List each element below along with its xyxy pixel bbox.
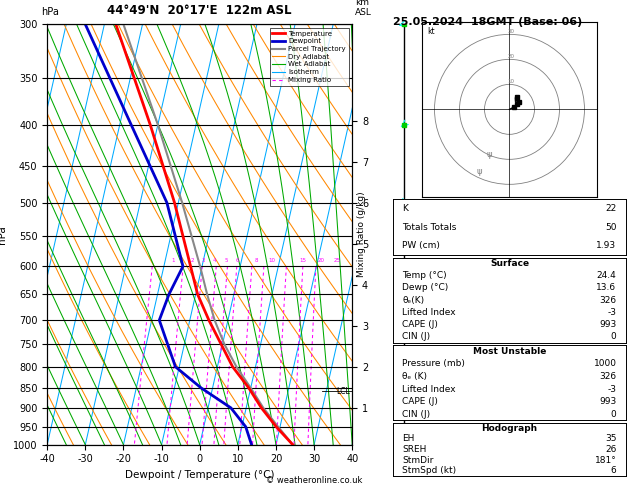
Text: 6: 6: [236, 258, 240, 263]
Text: Hodograph: Hodograph: [481, 424, 538, 433]
Text: 4: 4: [213, 258, 216, 263]
Text: © weatheronline.co.uk: © weatheronline.co.uk: [266, 475, 363, 485]
Text: 326: 326: [599, 372, 616, 381]
Text: 5: 5: [225, 258, 228, 263]
Text: 0: 0: [611, 332, 616, 341]
Legend: Temperature, Dewpoint, Parcel Trajectory, Dry Adiabat, Wet Adiabat, Isotherm, Mi: Temperature, Dewpoint, Parcel Trajectory…: [270, 28, 348, 86]
Text: Mixing Ratio (g/kg): Mixing Ratio (g/kg): [357, 191, 366, 278]
Text: CAPE (J): CAPE (J): [403, 320, 438, 329]
Text: θₑ (K): θₑ (K): [403, 372, 428, 381]
Text: 20: 20: [507, 54, 515, 59]
Text: 44°49'N  20°17'E  122m ASL: 44°49'N 20°17'E 122m ASL: [108, 4, 292, 17]
Text: 35: 35: [605, 434, 616, 443]
Text: CIN (J): CIN (J): [403, 410, 431, 418]
Text: 993: 993: [599, 320, 616, 329]
Text: kt: kt: [427, 27, 435, 36]
Text: Lifted Index: Lifted Index: [403, 384, 456, 394]
Text: LCL: LCL: [337, 387, 350, 396]
Text: 24.4: 24.4: [597, 271, 616, 280]
Text: 8: 8: [255, 258, 259, 263]
Text: StmDir: StmDir: [403, 456, 434, 465]
Text: 1.93: 1.93: [596, 242, 616, 250]
Text: 10: 10: [507, 79, 515, 84]
Text: 2: 2: [190, 258, 194, 263]
Text: 13.6: 13.6: [596, 283, 616, 293]
Text: Most Unstable: Most Unstable: [473, 347, 546, 356]
Text: 6: 6: [611, 467, 616, 475]
Text: K: K: [403, 204, 408, 213]
Text: 50: 50: [605, 223, 616, 232]
Text: Surface: Surface: [490, 259, 529, 268]
Text: km
ASL: km ASL: [355, 0, 372, 17]
Text: 181°: 181°: [595, 456, 616, 465]
Text: ψ: ψ: [477, 167, 482, 176]
Text: hPa: hPa: [41, 7, 58, 17]
Text: 10: 10: [269, 258, 276, 263]
Text: Lifted Index: Lifted Index: [403, 308, 456, 317]
Text: CIN (J): CIN (J): [403, 332, 431, 341]
Text: ψ: ψ: [487, 150, 493, 159]
Text: 326: 326: [599, 295, 616, 305]
Text: 1: 1: [171, 258, 175, 263]
Text: 22: 22: [605, 204, 616, 213]
Text: SREH: SREH: [403, 445, 427, 454]
Text: 3: 3: [202, 258, 205, 263]
Text: 15: 15: [299, 258, 306, 263]
Text: 0: 0: [611, 410, 616, 418]
Text: θₑ(K): θₑ(K): [403, 295, 425, 305]
Text: Pressure (mb): Pressure (mb): [403, 359, 465, 368]
Text: 25: 25: [333, 258, 340, 263]
Text: EH: EH: [403, 434, 415, 443]
Text: -3: -3: [608, 384, 616, 394]
Text: 1000: 1000: [594, 359, 616, 368]
Text: 25.05.2024  18GMT (Base: 06): 25.05.2024 18GMT (Base: 06): [393, 17, 582, 27]
Text: PW (cm): PW (cm): [403, 242, 440, 250]
Text: StmSpd (kt): StmSpd (kt): [403, 467, 457, 475]
Text: 26: 26: [605, 445, 616, 454]
Text: -3: -3: [608, 308, 616, 317]
X-axis label: Dewpoint / Temperature (°C): Dewpoint / Temperature (°C): [125, 470, 274, 480]
Text: Temp (°C): Temp (°C): [403, 271, 447, 280]
Text: Totals Totals: Totals Totals: [403, 223, 457, 232]
Text: 20: 20: [318, 258, 325, 263]
Text: CAPE (J): CAPE (J): [403, 397, 438, 406]
Text: Dewp (°C): Dewp (°C): [403, 283, 448, 293]
Text: 30: 30: [507, 29, 515, 34]
Text: 993: 993: [599, 397, 616, 406]
Y-axis label: hPa: hPa: [0, 225, 8, 244]
